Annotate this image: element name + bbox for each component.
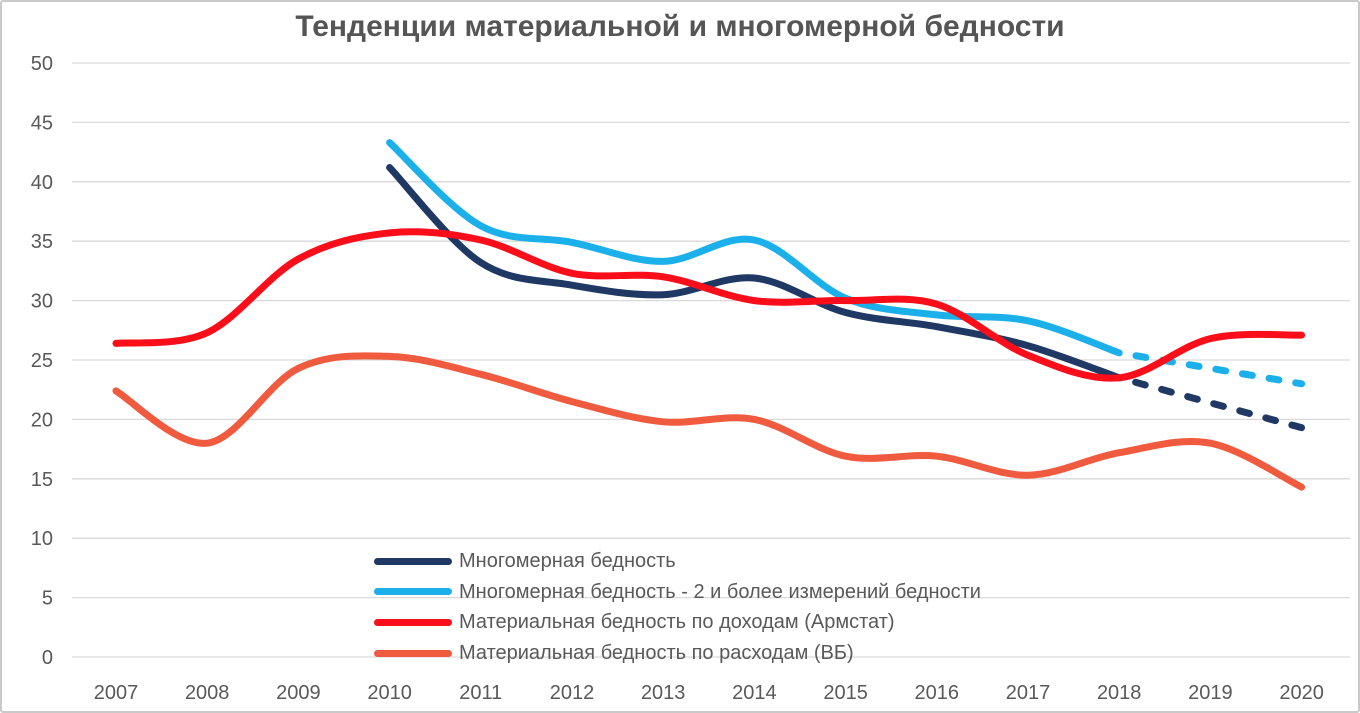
legend-swatch bbox=[374, 649, 452, 657]
x-axis-tick-label: 2015 bbox=[823, 682, 868, 704]
x-axis-tick-label: 2013 bbox=[641, 682, 686, 704]
x-axis-tick-label: 2014 bbox=[732, 682, 777, 704]
x-axis-tick-label: 2016 bbox=[915, 682, 960, 704]
x-axis-tick-label: 2009 bbox=[276, 682, 321, 704]
x-axis-tick-label: 2008 bbox=[185, 682, 230, 704]
legend-swatch bbox=[374, 557, 452, 565]
chart-title: Тенденции материальной и многомерной бед… bbox=[295, 10, 1065, 43]
y-axis-tick-label: 25 bbox=[31, 350, 53, 372]
legend-label: Материальная бедность по доходам (Армста… bbox=[459, 611, 895, 634]
legend-label: Многомерная бедность bbox=[459, 550, 676, 573]
x-axis-tick-label: 2018 bbox=[1097, 682, 1142, 704]
series-projection-line-1 bbox=[1115, 349, 1306, 388]
x-axis-tick-label: 2007 bbox=[94, 682, 139, 704]
y-axis-tick-label: 15 bbox=[31, 469, 53, 491]
x-axis-tick-label: 2019 bbox=[1188, 682, 1233, 704]
legend-label: Материальная бедность по расходам (ВБ) bbox=[459, 642, 854, 665]
y-axis-tick-label: 50 bbox=[31, 53, 53, 75]
y-axis-tick-label: 20 bbox=[31, 409, 53, 431]
x-axis-tick-label: 2011 bbox=[459, 682, 502, 704]
series-line-2 bbox=[112, 228, 1306, 382]
legend-swatch bbox=[374, 588, 452, 596]
x-axis-tick-label: 2020 bbox=[1279, 682, 1324, 704]
legend-swatch bbox=[374, 618, 452, 626]
y-axis-tick-label: 5 bbox=[42, 588, 53, 610]
y-axis-tick-label: 35 bbox=[31, 231, 53, 253]
legend-item: Многомерная бедность bbox=[374, 546, 981, 577]
legend-item: Материальная бедность по расходам (ВБ) bbox=[374, 638, 981, 669]
legend-item: Материальная бедность по доходам (Армста… bbox=[374, 607, 981, 638]
y-axis-tick-label: 10 bbox=[31, 528, 53, 550]
y-axis-tick-label: 40 bbox=[31, 172, 53, 194]
series-projection-line-0 bbox=[1115, 374, 1306, 432]
x-axis-tick-label: 2012 bbox=[550, 682, 595, 704]
y-axis-tick-label: 45 bbox=[31, 112, 53, 134]
x-axis-tick-label: 2010 bbox=[367, 682, 412, 704]
y-axis-tick-label: 0 bbox=[42, 647, 53, 669]
legend-label: Многомерная бедность - 2 и более измерен… bbox=[459, 580, 981, 603]
y-axis-tick-label: 30 bbox=[31, 291, 53, 313]
x-axis-tick-label: 2017 bbox=[1006, 682, 1051, 704]
series-line-3 bbox=[112, 352, 1306, 491]
legend-item: Многомерная бедность - 2 и более измерен… bbox=[374, 577, 981, 608]
chart-legend: Многомерная бедность Многомерная бедность… bbox=[374, 546, 981, 668]
series-line-1 bbox=[386, 139, 1123, 357]
